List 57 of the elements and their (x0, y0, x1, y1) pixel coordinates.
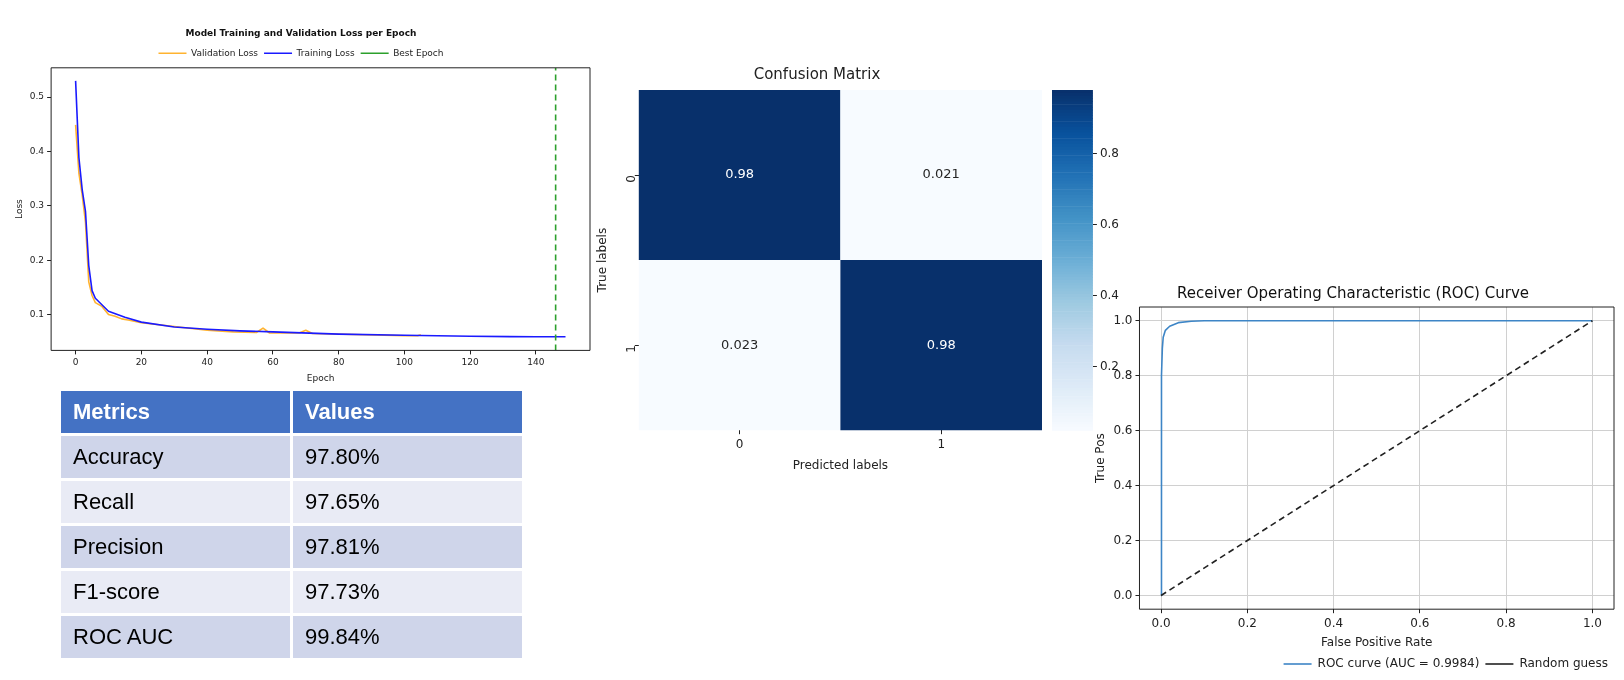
x-tick-label: 80 (332, 357, 345, 368)
text: 97.81% (305, 534, 380, 559)
y-tick-label: 0.2 (29, 254, 45, 265)
legend-label: Validation Loss (191, 47, 259, 58)
y-tick-label: 0.0 (1113, 587, 1133, 602)
x-tick-label: 140 (527, 357, 545, 368)
category-label: Accuracy (61, 436, 290, 478)
x-tick-label: 1.0 (1582, 615, 1602, 630)
x-tick-label: 40 (201, 357, 214, 368)
category-label: Recall (61, 481, 290, 523)
y-axis-title: True Pos (1093, 433, 1108, 484)
x-tick-label: 0 (72, 357, 79, 368)
chart-title: Model Training and Validation Loss per Epoch (185, 27, 417, 38)
text: Values (293, 391, 522, 433)
y-tick-label: 0.5 (29, 91, 45, 102)
x-axis-title: False Positive Rate (1320, 634, 1433, 649)
y-tick-label: 0.1 (29, 308, 45, 319)
x-tick-label: 0.6 (1410, 615, 1430, 630)
y-tick-label: 0.4 (1113, 477, 1133, 492)
legend-label: Random guess (1519, 656, 1608, 671)
data-label: 0.023 (720, 336, 759, 352)
legend-label: ROC curve (AUC = 0.9984) (1317, 656, 1480, 671)
category-label: F1-score (61, 571, 290, 613)
text: Metrics (61, 391, 290, 433)
x-tick-label: 60 (267, 357, 279, 368)
legend-label: Training Loss (295, 47, 355, 58)
x-tick-label: 120 (461, 357, 480, 368)
data-label: 0.98 (725, 166, 755, 182)
y-axis-title: Loss (13, 198, 24, 219)
x-tick-label: 0.2 (1237, 615, 1257, 630)
text: 97.65% (305, 489, 380, 514)
text: 97.80% (305, 444, 380, 469)
y-tick-label: 1.0 (1113, 312, 1133, 327)
color-bar-label: 0.6 (1099, 216, 1120, 231)
x-tick-label: 0.4 (1324, 615, 1344, 630)
y-tick-label: 0.3 (29, 200, 45, 211)
x-tick-label: 0.8 (1496, 615, 1516, 630)
y-axis-title: True labels (595, 227, 610, 294)
data-label: 0.98 (926, 336, 956, 352)
y-tick-label: 0.4 (29, 145, 45, 156)
color-bar-label: 0.8 (1099, 145, 1120, 160)
text: 97.73% (305, 579, 380, 604)
category-label: ROC AUC (61, 616, 290, 658)
x-axis-title: Epoch (306, 372, 335, 383)
x-tick-label: 100 (395, 357, 414, 368)
category-label: Precision (61, 526, 290, 568)
x-axis-title: Predicted labels (792, 457, 889, 472)
chart-title: Receiver Operating Characteristic (ROC) Curve (1177, 283, 1529, 302)
chart-title: Confusion Matrix (753, 64, 881, 83)
y-tick-label: 0.6 (1113, 422, 1133, 437)
color-bar-label: 0.4 (1099, 287, 1120, 302)
data-label: 0.021 (922, 166, 960, 182)
legend-label: Best Epoch (393, 47, 444, 58)
x-tick-label: 0.0 (1151, 615, 1171, 630)
text: 99.84% (305, 624, 380, 649)
y-tick-label: 0.2 (1113, 532, 1133, 547)
x-tick-label: 20 (135, 357, 148, 368)
